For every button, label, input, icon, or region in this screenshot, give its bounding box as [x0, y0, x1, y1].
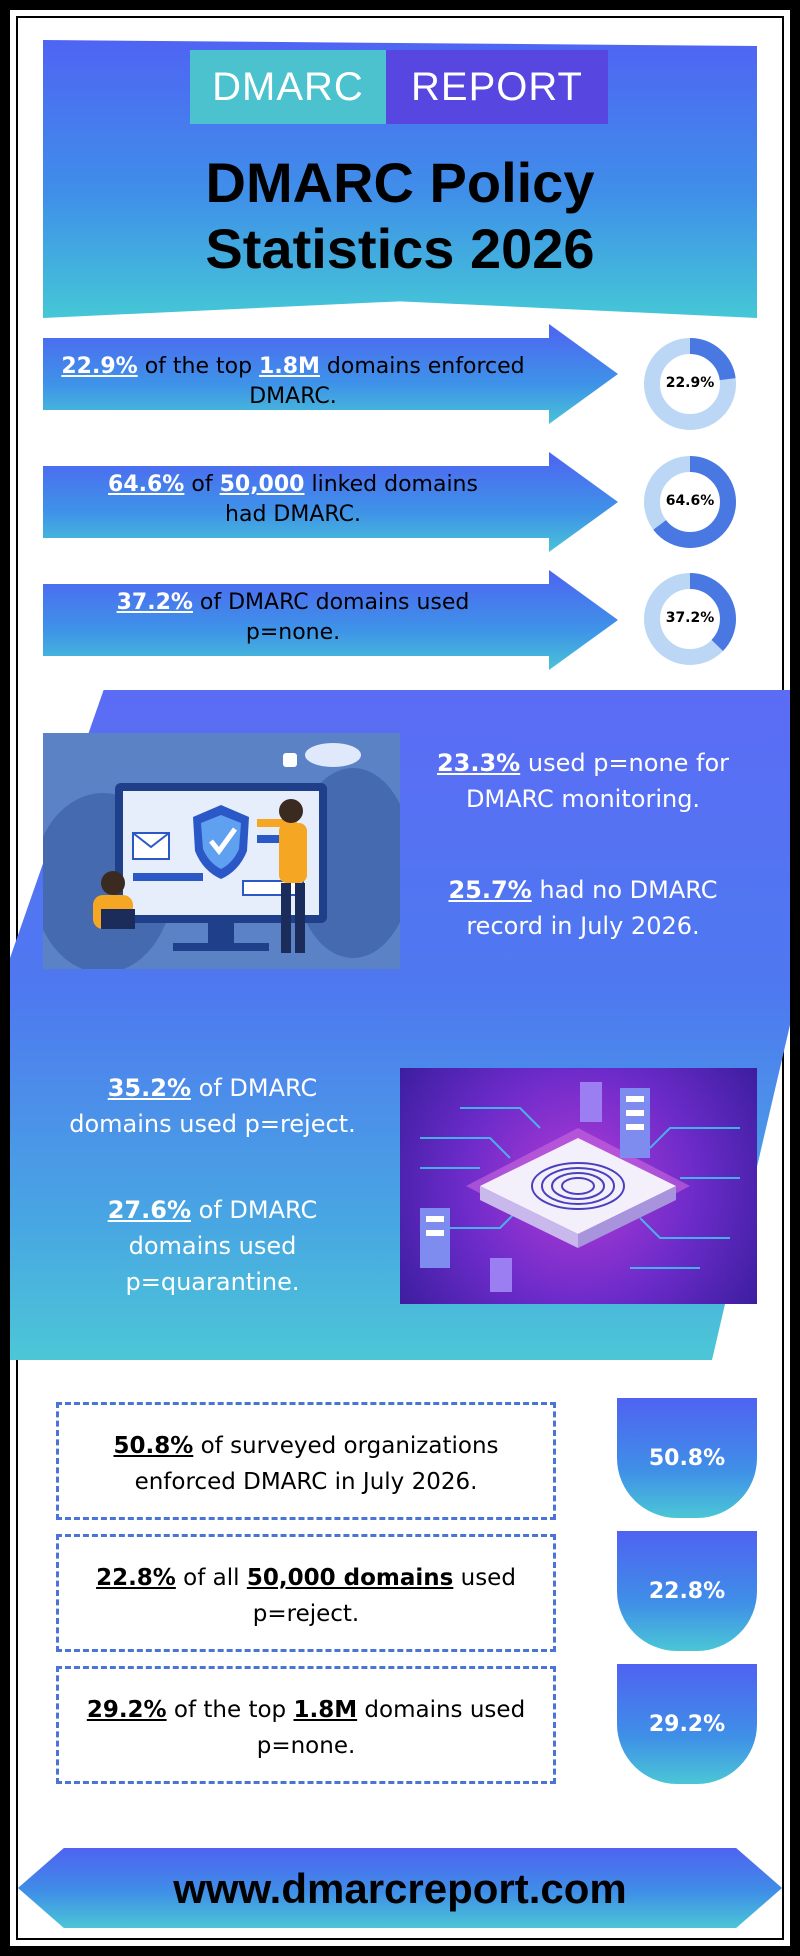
stat-3-pct: 37.2%	[116, 590, 193, 615]
stat-arrow-3	[43, 570, 618, 670]
title-line-1: DMARC Policy	[205, 151, 595, 214]
box-2-l1b: used	[460, 1565, 516, 1591]
band-stat-1-l1: used p=none for	[527, 749, 730, 777]
band-stat-2-l2: record in July 2026.	[466, 912, 700, 940]
donut-chart-3	[644, 573, 736, 665]
band-stat-4-l3: p=quarantine.	[125, 1268, 300, 1296]
stat-2-pre: of	[191, 472, 213, 497]
stat-box-3-text: 29.2% of the top 1.8M domains used p=non…	[56, 1692, 556, 1764]
logo: DMARC REPORT	[190, 50, 608, 124]
box-3-l2: p=none.	[256, 1733, 356, 1759]
stat-1-pct: 22.9%	[61, 354, 138, 379]
donut-2-label: 64.6%	[665, 493, 715, 509]
band-stat-1-l2: DMARC monitoring.	[465, 785, 701, 813]
box-2-bold: 50,000 domains	[246, 1565, 454, 1591]
stat-2-num: 50,000	[219, 472, 305, 497]
stat-box-1-text: 50.8% of surveyed organizations enforced…	[56, 1428, 556, 1500]
stat-1-pre: of the top	[144, 354, 253, 379]
stat-text-1: 22.9% of the top 1.8M domains enforced D…	[43, 352, 543, 412]
box-1-l1: of surveyed organizations	[200, 1433, 499, 1459]
box-2-l2: p=reject.	[252, 1601, 360, 1627]
stat-2-post: linked domains	[311, 472, 478, 497]
stat-3-pre: of DMARC domains used	[199, 590, 470, 615]
stat-tag-3: 29.2%	[617, 1664, 757, 1784]
stat-text-3: 37.2% of DMARC domains used p=none.	[43, 588, 543, 648]
box-2-l1a: of all	[183, 1565, 240, 1591]
stat-1-line2: DMARC.	[249, 384, 337, 409]
stat-box-3	[56, 1666, 556, 1784]
donut-3-label: 37.2%	[665, 610, 715, 626]
band-stat-3-pct: 35.2%	[107, 1074, 191, 1102]
stat-3-line2: p=none.	[245, 620, 341, 645]
stat-box-1	[56, 1402, 556, 1520]
box-3-l1a: of the top	[173, 1697, 287, 1723]
band-stat-3-l1: of DMARC	[198, 1074, 318, 1102]
box-1-pct: 50.8%	[113, 1433, 194, 1459]
stat-arrow-1	[43, 324, 618, 424]
footer-url[interactable]: www.dmarcreport.com	[173, 1865, 627, 1912]
stat-2-pct: 64.6%	[108, 472, 185, 497]
fingerprint-chip-illustration	[400, 1068, 757, 1304]
band-stat-4-l1: of DMARC	[198, 1196, 318, 1224]
band-stat-1-pct: 23.3%	[436, 749, 521, 777]
stat-box-2	[56, 1534, 556, 1652]
band-stat-3-l2: domains used p=reject.	[69, 1110, 356, 1138]
donut-3-fill	[644, 573, 736, 665]
box-2-pct: 22.8%	[96, 1565, 176, 1591]
stat-tag-2: 22.8%	[617, 1531, 757, 1651]
box-3-l1b: domains used	[364, 1697, 526, 1723]
stat-1-post: domains enforced	[326, 354, 525, 379]
footer-banner	[18, 1848, 782, 1928]
stat-box-2-text: 22.8% of all 50,000 domains used p=rejec…	[56, 1560, 556, 1632]
box-3-pct: 29.2%	[86, 1697, 167, 1723]
stat-1-num: 1.8M	[259, 354, 320, 379]
stat-text-2: 64.6% of 50,000 linked domains had DMARC…	[43, 470, 543, 530]
band-stat-4-l2: domains used	[128, 1232, 297, 1260]
stat-arrow-2	[43, 452, 618, 552]
donut-1-label: 22.9%	[665, 375, 715, 391]
band-stat-3: 35.2% of DMARC domains used p=reject.	[40, 1070, 385, 1142]
band-stat-1: 23.3% used p=none for DMARC monitoring.	[418, 745, 748, 817]
donut-2-fill	[644, 456, 736, 548]
stat-tag-1: 50.8%	[617, 1398, 757, 1518]
logo-report: REPORT	[386, 50, 608, 124]
page-title: DMARC Policy Statistics 2026	[43, 150, 757, 282]
donut-1-fill	[644, 338, 736, 430]
logo-dmarc: DMARC	[190, 50, 386, 124]
box-1-l2: enforced DMARC in July 2026.	[134, 1469, 478, 1495]
band-stat-2: 25.7% had no DMARC record in July 2026.	[418, 872, 748, 944]
band-stat-4-pct: 27.6%	[107, 1196, 191, 1224]
donut-chart-2	[644, 456, 736, 548]
band-stat-4: 27.6% of DMARC domains used p=quarantine…	[40, 1192, 385, 1300]
security-illustration	[43, 733, 400, 969]
box-3-bold: 1.8M	[293, 1697, 358, 1723]
donut-chart-1	[644, 338, 736, 430]
title-line-2: Statistics 2026	[205, 217, 595, 280]
band-stat-2-l1: had no DMARC	[539, 876, 718, 904]
stat-2-line2: had DMARC.	[225, 502, 361, 527]
band-stat-2-pct: 25.7%	[448, 876, 532, 904]
